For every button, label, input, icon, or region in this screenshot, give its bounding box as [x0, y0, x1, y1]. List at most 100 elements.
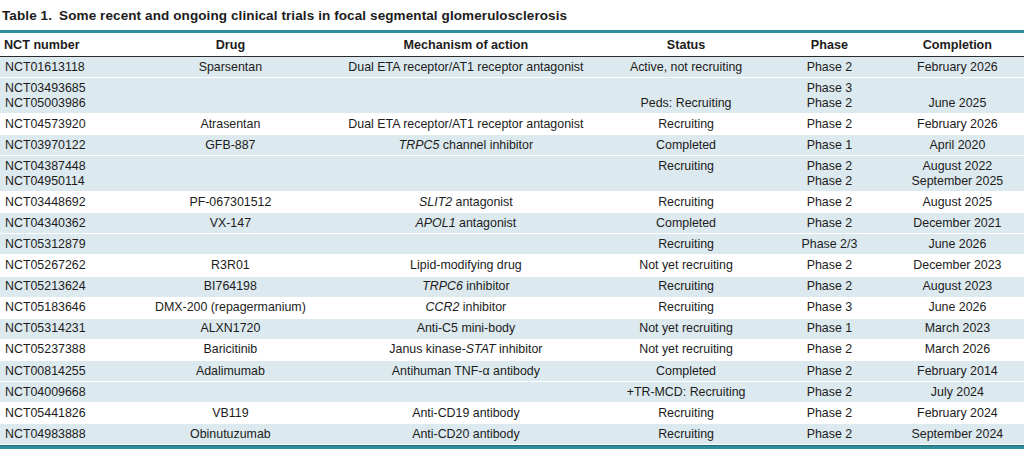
column-header-phase: Phase — [768, 38, 891, 53]
cell-status: Not yet recruiting — [604, 340, 768, 360]
cell-completion: June 2026 — [891, 234, 1024, 254]
cell-status: +TR-MCD: Recruiting — [604, 382, 768, 402]
cell-mechanism — [328, 156, 604, 176]
cell-completion: July 2024 — [891, 382, 1024, 402]
cell-mechanism: SLIT2 antagonist — [328, 192, 604, 212]
mechanism-text: antagonist — [452, 195, 513, 209]
cell-phase: Phase 2 — [768, 57, 891, 77]
gene-name-italic: STAT — [466, 342, 496, 356]
cell-phase: Phase 2 — [768, 192, 891, 212]
cell-nct: NCT05441826 — [0, 403, 133, 423]
cell-drug: VB119 — [133, 403, 328, 423]
cell-nct: NCT04340362 — [0, 213, 133, 233]
column-header-completion: Completion — [891, 38, 1024, 53]
table-title: Table 1.Some recent and ongoing clinical… — [0, 0, 1024, 30]
cell-drug: Adalimumab — [133, 361, 328, 381]
cell-mechanism: Antihuman TNF-α antibody — [328, 361, 604, 381]
cell-status: Recruiting — [604, 277, 768, 297]
cell-mechanism: Dual ETA receptor/AT1 receptor antagonis… — [328, 57, 604, 77]
column-header-status: Status — [604, 38, 768, 53]
cell-completion: February 2024 — [891, 403, 1024, 423]
cell-mechanism: TRPC6 inhibitor — [328, 277, 604, 297]
cell-completion: February 2026 — [891, 114, 1024, 134]
cell-phase: Phase 1 — [768, 135, 891, 155]
cell-phase: Phase 3 — [768, 298, 891, 318]
column-header-mechanism: Mechanism of action — [328, 38, 604, 53]
cell-status: Recruiting — [604, 424, 768, 444]
table-row: NCT05267262R3R01Lipid-modifying drugNot … — [0, 255, 1024, 276]
clinical-trials-table-figure: Table 1.Some recent and ongoing clinical… — [0, 0, 1024, 449]
cell-nct: NCT04387448NCT04950114 — [0, 156, 133, 191]
cell-nct: NCT04983888 — [0, 424, 133, 444]
cell-completion: August 2022September 2025 — [891, 156, 1024, 191]
cell-status: Completed — [604, 135, 768, 155]
cell-drug — [133, 382, 328, 402]
cell-completion: March 2023 — [891, 319, 1024, 339]
cell-mechanism: Janus kinase-STAT inhibitor — [328, 340, 604, 360]
cell-completion: February 2026 — [891, 57, 1024, 77]
cell-mechanism: Lipid-modifying drug — [328, 255, 604, 275]
cell-drug: Baricitinib — [133, 340, 328, 360]
cell-phase: Phase 2 — [768, 213, 891, 233]
cell-phase: Phase 2/3 — [768, 234, 891, 254]
cell-completion: August 2023 — [891, 277, 1024, 297]
cell-completion: December 2023 — [891, 255, 1024, 275]
table-row: NCT05314231ALXN1720Anti-C5 mini-bodyNot … — [0, 319, 1024, 340]
gene-name-italic: TRPC6 — [422, 279, 463, 293]
cell-phase: Phase 2 — [768, 114, 891, 134]
cell-drug: DMX-200 (repagermanium) — [133, 298, 328, 318]
mechanism-text: inhibitor — [463, 279, 510, 293]
cell-nct: NCT05183646 — [0, 298, 133, 318]
mechanism-text: Anti-CD19 antibody — [412, 406, 519, 420]
table-row: NCT05441826VB119 Anti-CD19 antibody Recrui… — [0, 403, 1024, 424]
cell-status: Peds: Recruiting — [604, 78, 768, 113]
cell-status: Recruiting — [604, 114, 768, 134]
gene-name-italic: SLIT2 — [419, 195, 452, 209]
cell-drug: GFB-887 — [133, 135, 328, 155]
mechanism-text: inhibitor — [496, 342, 543, 356]
cell-completion: February 2014 — [891, 361, 1024, 381]
cell-drug: Sparsentan — [133, 57, 328, 77]
cell-mechanism: Anti-C5 mini-body — [328, 319, 604, 339]
cell-nct: NCT05237388 — [0, 340, 133, 360]
cell-drug: ALXN1720 — [133, 319, 328, 339]
cell-nct: NCT04009668 — [0, 382, 133, 402]
mechanism-text: Anti-CD20 antibody — [412, 427, 519, 441]
cell-drug: VX-147 — [133, 213, 328, 233]
cell-status: Completed — [604, 361, 768, 381]
cell-phase: Phase 2 — [768, 277, 891, 297]
cell-phase: Phase 2 — [768, 361, 891, 381]
table-row: NCT05237388BaricitinibJanus kinase-STAT … — [0, 340, 1024, 361]
cell-drug: Atrasentan — [133, 114, 328, 134]
table-row: NCT05213624BI764198TRPC6 inhibitorRecrui… — [0, 277, 1024, 298]
cell-drug — [133, 234, 328, 254]
table-row: NCT04573920AtrasentanDual ETA receptor/A… — [0, 114, 1024, 135]
cell-status: Recruiting — [604, 156, 768, 191]
table-row: NCT00814255AdalimumabAntihuman TNF-α ant… — [0, 361, 1024, 382]
column-header-drug: Drug — [133, 38, 328, 53]
table-row: NCT03448692PF-067301512SLIT2 antagonistR… — [0, 192, 1024, 213]
cell-mechanism — [328, 382, 604, 402]
header-row: NCT numberDrugMechanism of actionStatusP… — [0, 33, 1024, 57]
mechanism-text: Dual ETA receptor/AT1 receptor antagonis… — [348, 117, 583, 131]
cell-drug: BI764198 — [133, 277, 328, 297]
cell-status: Not yet recruiting — [604, 319, 768, 339]
mechanism-text: Anti-C5 mini-body — [417, 321, 515, 335]
cell-completion: June 2026 — [891, 298, 1024, 318]
cell-completion: August 2025 — [891, 192, 1024, 212]
gene-name-italic: CCR2 — [426, 300, 460, 314]
cell-completion: March 2026 — [891, 340, 1024, 360]
table-body: NCT01613118SparsentanDual ETA receptor/A… — [0, 57, 1024, 445]
gene-name-italic: TRPC5 — [399, 138, 440, 152]
bottom-border-rule — [0, 445, 1024, 449]
table-row: NCT01613118SparsentanDual ETA receptor/A… — [0, 57, 1024, 78]
table-row: NCT04340362VX-147APOL1 antagonistComplet… — [0, 213, 1024, 234]
cell-status: Recruiting — [604, 192, 768, 212]
mechanism-text: antagonist — [456, 216, 517, 230]
cell-drug — [133, 156, 328, 176]
cell-completion: September 2024 — [891, 424, 1024, 444]
cell-status: Recruiting — [604, 403, 768, 423]
mechanism-text: Lipid-modifying drug — [410, 258, 522, 272]
cell-drug: PF-067301512 — [133, 192, 328, 212]
table-caption-text: Some recent and ongoing clinical trials … — [59, 8, 567, 23]
